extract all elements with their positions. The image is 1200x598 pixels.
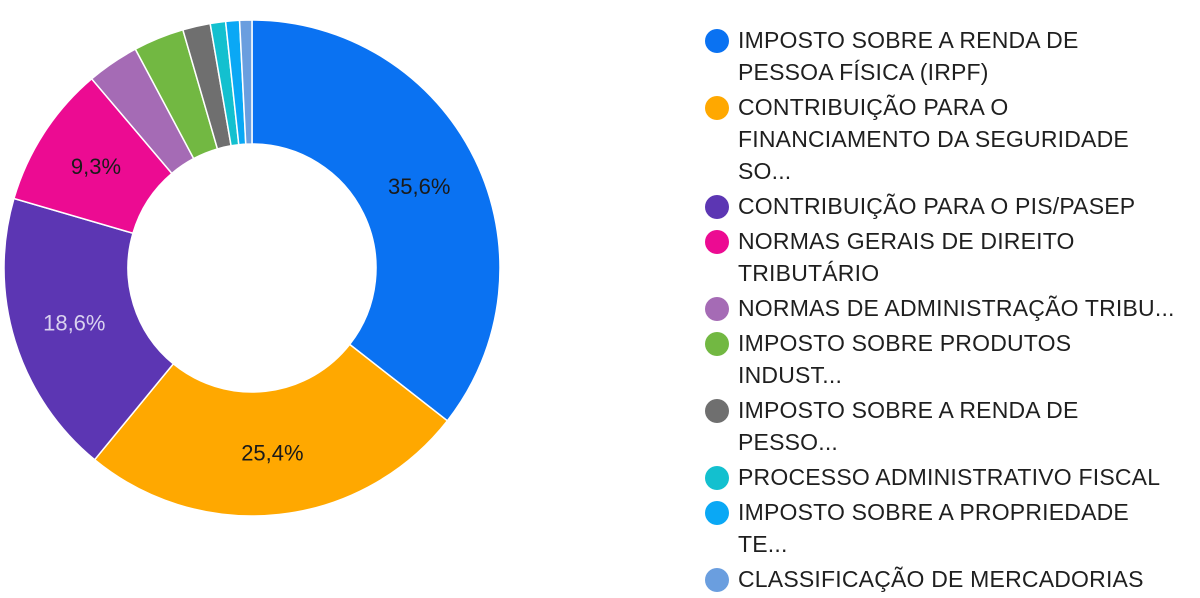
legend-item[interactable]: IMPOSTO SOBRE A RENDA DE PESSO...: [705, 394, 1185, 458]
legend-label: IMPOSTO SOBRE A RENDA DE PESSO...: [738, 397, 1079, 455]
legend-swatch-icon: [705, 399, 729, 423]
legend-item[interactable]: CONTRIBUIÇÃO PARA O PIS/PASEP: [705, 190, 1185, 222]
legend-swatch-icon: [705, 230, 729, 254]
legend-swatch-icon: [705, 29, 729, 53]
donut-slice[interactable]: [238, 19, 253, 145]
legend-item[interactable]: NORMAS GERAIS DE DIREITO TRIBUTÁRIO: [705, 225, 1185, 289]
legend-swatch-icon: [705, 501, 729, 525]
legend-label: CONTRIBUIÇÃO PARA O FINANCIAMENTO DA SEG…: [738, 94, 1129, 184]
legend-swatch-icon: [705, 96, 729, 120]
legend-swatch-icon: [705, 332, 729, 356]
donut-slice[interactable]: [3, 197, 175, 461]
legend-item[interactable]: IMPOSTO SOBRE PRODUTOS INDUST...: [705, 327, 1185, 391]
donut-chart: 35,6% 25,4% 18,6% 9,3%: [3, 19, 501, 517]
legend-swatch-icon: [705, 297, 729, 321]
legend-label: CLASSIFICAÇÃO DE MERCADORIAS: [738, 566, 1144, 592]
legend-item[interactable]: CONTRIBUIÇÃO PARA O FINANCIAMENTO DA SEG…: [705, 91, 1185, 187]
slice-data-label: 35,6%: [388, 174, 450, 199]
donut-slice[interactable]: [251, 19, 501, 422]
legend-swatch-icon: [705, 568, 729, 592]
legend-label: IMPOSTO SOBRE A RENDA DE PESSOA FÍSICA (…: [738, 27, 1079, 85]
legend-item[interactable]: IMPOSTO SOBRE A RENDA DE PESSOA FÍSICA (…: [705, 24, 1185, 88]
slice-data-label: 18,6%: [43, 310, 105, 335]
legend-item[interactable]: CLASSIFICAÇÃO DE MERCADORIAS: [705, 563, 1185, 595]
slice-data-label: 9,3%: [71, 154, 121, 179]
slice-data-label: 25,4%: [241, 440, 303, 465]
legend-item[interactable]: PROCESSO ADMINISTRATIVO FISCAL: [705, 461, 1185, 493]
legend-label: NORMAS DE ADMINISTRAÇÃO TRIBU...: [738, 295, 1175, 321]
donut-slice[interactable]: [93, 343, 449, 517]
legend-label: NORMAS GERAIS DE DIREITO TRIBUTÁRIO: [738, 228, 1075, 286]
legend-label: CONTRIBUIÇÃO PARA O PIS/PASEP: [738, 193, 1136, 219]
chart-container: 35,6% 25,4% 18,6% 9,3% IMPOSTO SOBRE A REND…: [3, 19, 1174, 592]
legend-swatch-icon: [705, 466, 729, 490]
legend-swatch-icon: [705, 195, 729, 219]
chart-legend: IMPOSTO SOBRE A RENDA DE PESSOA FÍSICA (…: [705, 24, 1185, 598]
legend-item[interactable]: NORMAS DE ADMINISTRAÇÃO TRIBU...: [705, 292, 1185, 324]
legend-label: IMPOSTO SOBRE A PROPRIEDADE TE...: [738, 499, 1129, 557]
legend-item[interactable]: IMPOSTO SOBRE A PROPRIEDADE TE...: [705, 496, 1185, 560]
legend-label: IMPOSTO SOBRE PRODUTOS INDUST...: [738, 330, 1072, 388]
legend-label: PROCESSO ADMINISTRATIVO FISCAL: [738, 464, 1161, 490]
